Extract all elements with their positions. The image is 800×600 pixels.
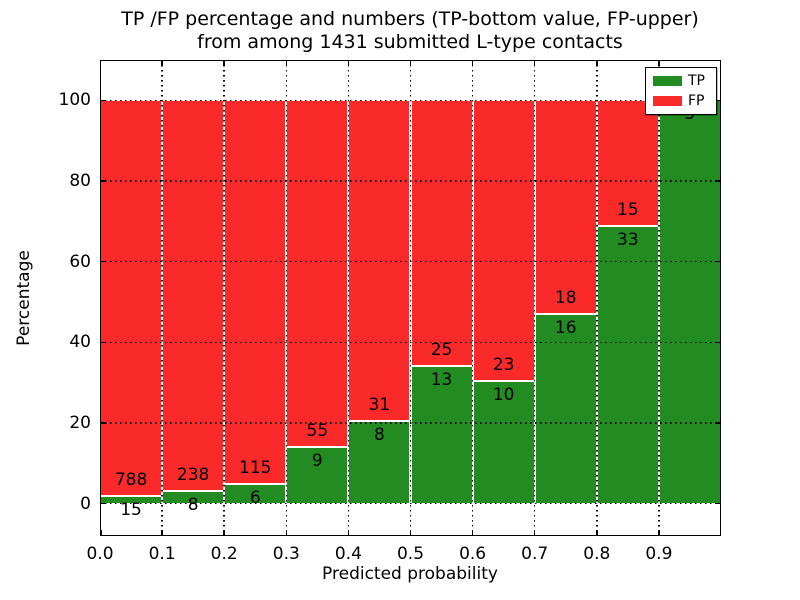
- gridline-vertical: [596, 60, 598, 536]
- y-axis-label: Percentage: [14, 250, 34, 346]
- y-tick-label: 0: [80, 493, 91, 514]
- plot-area: TP FP 788 15 238 8 115 6 55 9 31 8 25 13 23 10 18 16 15 33…: [59, 60, 721, 564]
- gridline-vertical: [533, 60, 536, 536]
- y-tick-left: [100, 260, 106, 263]
- y-tick-left: [100, 502, 106, 505]
- tp-count-label: 10: [492, 385, 515, 406]
- fp-bar: [162, 100, 225, 491]
- tp-count-label: 8: [374, 424, 385, 445]
- x-tick-top: [658, 60, 660, 66]
- x-tick-top: [161, 60, 163, 66]
- y-tick-right: [715, 422, 721, 424]
- fp-count-label: 25: [430, 339, 453, 360]
- x-tick-bottom: [533, 530, 536, 536]
- gridline-vertical: [658, 60, 660, 536]
- x-tick-label: 0.4: [334, 544, 362, 564]
- y-tick-label: 100: [58, 90, 91, 111]
- x-tick-top: [533, 60, 536, 66]
- fp-bar: [472, 100, 535, 382]
- x-tick-label: 0.9: [645, 544, 673, 564]
- x-tick-label: 0.1: [148, 544, 176, 564]
- x-tick-bottom: [658, 530, 660, 536]
- fp-bar: [100, 100, 163, 497]
- x-tick-top: [223, 60, 225, 66]
- x-tick-label: 0.5: [396, 544, 425, 564]
- legend: TP FP: [645, 67, 717, 115]
- fp-bar: [286, 100, 349, 447]
- tp-bar: [596, 226, 659, 504]
- fp-count-label: 15: [617, 200, 639, 221]
- chart-title-line2: from among 1431 submitted L-type contact…: [197, 31, 623, 53]
- y-tick-right: [715, 99, 721, 102]
- x-tick-bottom: [347, 530, 350, 536]
- gridline-vertical: [285, 60, 288, 536]
- x-tick-top: [347, 60, 350, 66]
- x-tick-label: 0.2: [210, 544, 238, 564]
- y-tick-label: 80: [69, 171, 91, 192]
- y-tick-label: 20: [69, 413, 91, 434]
- gridline-vertical: [347, 60, 350, 536]
- x-tick-top: [471, 60, 474, 66]
- fp-count-label: 115: [239, 457, 272, 478]
- fp-bar: [596, 100, 659, 227]
- x-axis-label: Predicted probability: [322, 564, 498, 584]
- gridline-vertical: [161, 60, 163, 536]
- x-tick-label: 0.8: [583, 544, 611, 564]
- x-tick-top: [285, 60, 288, 66]
- legend-item: FP: [653, 94, 709, 108]
- gridline-vertical: [409, 60, 412, 536]
- y-tick-left: [100, 341, 106, 344]
- fp-count-label: 18: [554, 287, 577, 308]
- y-tick-right: [715, 341, 721, 344]
- gridline-vertical: [471, 60, 474, 536]
- y-tick-right: [715, 260, 721, 263]
- tp-bar: [658, 100, 721, 504]
- fp-count-label: 55: [306, 421, 329, 441]
- fp-count-label: 31: [368, 394, 391, 415]
- x-tick-top: [409, 60, 412, 66]
- legend-label: FP: [688, 93, 705, 109]
- y-tick-left: [100, 180, 106, 182]
- tp-count-label: 13: [430, 369, 453, 390]
- y-tick-right: [715, 180, 721, 182]
- tp-count-label: 9: [311, 451, 323, 471]
- y-tick-right: [715, 502, 721, 505]
- x-tick-bottom: [161, 530, 163, 536]
- x-tick-bottom: [100, 530, 102, 536]
- y-tick-left: [100, 422, 106, 424]
- x-tick-label: 0.3: [272, 544, 300, 564]
- chart-title-line1: TP /FP percentage and numbers (TP-bottom…: [121, 8, 699, 30]
- x-tick-bottom: [409, 530, 412, 536]
- tp-count-label: 15: [120, 500, 142, 521]
- fp-bar: [534, 100, 597, 314]
- y-tick-label: 40: [69, 332, 91, 353]
- fp-count-label: 238: [176, 464, 210, 485]
- x-tick-label: 0.0: [86, 544, 114, 564]
- x-tick-top: [596, 60, 598, 66]
- x-tick-label: 0.6: [459, 544, 487, 564]
- tp-count-label: 16: [554, 317, 577, 338]
- legend-swatch-fp: [653, 96, 682, 106]
- y-tick-left: [100, 99, 106, 102]
- fp-bar: [410, 100, 473, 366]
- y-tick-label: 60: [69, 251, 91, 272]
- legend-swatch-tp: [653, 76, 682, 86]
- fp-count-label: 788: [114, 470, 148, 491]
- x-tick-bottom: [471, 530, 474, 536]
- x-tick-bottom: [223, 530, 225, 536]
- x-tick-bottom: [285, 530, 288, 536]
- fp-bar: [224, 100, 287, 484]
- legend-label: TP: [688, 73, 705, 89]
- fp-count-label: 23: [492, 355, 515, 376]
- tp-count-label: 6: [249, 487, 261, 508]
- gridline-vertical: [223, 60, 225, 536]
- tp-count-label: 33: [617, 230, 639, 251]
- tp-count-label: 8: [187, 494, 199, 515]
- x-tick-label: 0.7: [521, 544, 549, 564]
- legend-item: TP: [653, 74, 709, 88]
- x-tick-bottom: [596, 530, 598, 536]
